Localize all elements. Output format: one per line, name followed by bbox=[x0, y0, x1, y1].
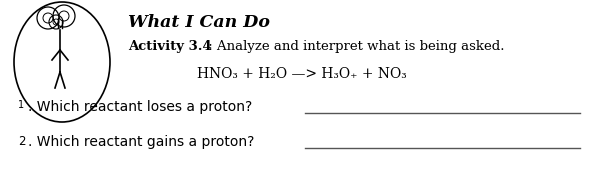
Text: 2: 2 bbox=[18, 135, 25, 148]
Text: Activity 3.4: Activity 3.4 bbox=[128, 40, 212, 53]
Text: . Which reactant gains a proton?: . Which reactant gains a proton? bbox=[28, 135, 254, 149]
Text: : Analyze and interpret what is being asked.: : Analyze and interpret what is being as… bbox=[204, 40, 504, 53]
Text: HNO₃ + H₂O —> H₃O₊ + NO₃: HNO₃ + H₂O —> H₃O₊ + NO₃ bbox=[197, 67, 407, 81]
Text: What I Can Do: What I Can Do bbox=[128, 14, 270, 31]
Text: . Which reactant loses a proton?: . Which reactant loses a proton? bbox=[28, 100, 252, 114]
Text: 1: 1 bbox=[18, 100, 24, 110]
